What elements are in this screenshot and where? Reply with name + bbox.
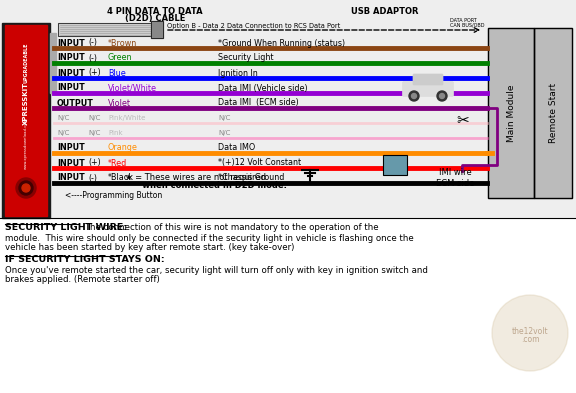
Bar [488,28,534,198]
Bar [0,218,576,393]
Bar [58,23,153,36]
Text: INPUT: INPUT [57,53,85,62]
Text: Orange: Orange [108,143,138,152]
Text: ✂: ✂ [457,114,469,129]
Text: <----Programming Button: <----Programming Button [65,191,162,200]
Text: INPUT: INPUT [57,143,85,152]
Bar [534,28,572,198]
Text: SECURITY LIGHT WIRE:: SECURITY LIGHT WIRE: [5,223,127,232]
Text: USB ADAPTOR: USB ADAPTOR [351,7,419,15]
Text: (D2D) CABLE: (D2D) CABLE [125,13,185,22]
Text: Violet: Violet [108,99,131,108]
Text: UPGRADEABLE: UPGRADEABLE [24,43,28,83]
Text: ★ = These wires are not required: ★ = These wires are not required [125,173,266,182]
Text: Data IMO: Data IMO [218,143,255,152]
Text: Green: Green [108,53,132,62]
Text: N/C: N/C [218,130,230,136]
Circle shape [439,94,445,99]
Text: *Brown: *Brown [108,39,137,48]
Circle shape [19,181,33,195]
Text: N/C: N/C [88,115,100,121]
Circle shape [16,178,36,198]
Text: Data IMI  (ECM side): Data IMI (ECM side) [218,99,299,108]
FancyBboxPatch shape [413,74,443,85]
Bar [0,0,576,218]
Text: module.  This wire should only be connected if the security light in vehicle is : module. This wire should only be connect… [5,234,414,243]
Text: OUTPUT: OUTPUT [57,99,94,108]
Text: XPRESSKIT: XPRESSKIT [23,81,29,125]
Text: Violet/White: Violet/White [108,83,157,92]
Text: IMI wire
ECM side: IMI wire ECM side [436,168,474,188]
Text: (+): (+) [88,68,101,77]
Text: Ignition In: Ignition In [218,68,257,77]
Text: .com: .com [521,334,539,343]
Circle shape [411,94,416,99]
Text: IF SECURITY LIGHT STAYS ON:: IF SECURITY LIGHT STAYS ON: [5,255,165,264]
Text: Data IMI (Vehicle side): Data IMI (Vehicle side) [218,83,308,92]
Bar [50,33,56,93]
Text: *Black: *Black [108,173,134,182]
Text: *Red: *Red [108,158,127,167]
Text: N/C: N/C [57,130,69,136]
Text: (-): (-) [88,173,97,182]
Text: when connected in D2D mode.: when connected in D2D mode. [125,180,287,189]
Text: *Ground When Running (status): *Ground When Running (status) [218,39,345,48]
Text: DATA PORT: DATA PORT [450,18,477,22]
Text: N/C: N/C [88,130,100,136]
Bar [58,23,153,36]
Bar [534,28,572,198]
Text: *(+)12 Volt Constant: *(+)12 Volt Constant [218,158,301,167]
Text: (-): (-) [88,39,97,48]
Text: N/C: N/C [57,115,69,121]
Text: Option B - Data 2 Data Connection to RCS Data Port: Option B - Data 2 Data Connection to RCS… [167,23,340,29]
Text: www.xpressdownload.com: www.xpressdownload.com [24,117,28,169]
Text: Pink: Pink [108,130,123,136]
Circle shape [409,91,419,101]
Text: the12volt: the12volt [511,327,548,336]
Text: vehicle has been started by key after remote start. (key take-over): vehicle has been started by key after re… [5,243,294,252]
Bar [383,155,407,175]
Text: Pink/White: Pink/White [108,115,145,121]
Text: Security Light: Security Light [218,53,274,62]
Text: Remote Start: Remote Start [548,83,558,143]
Text: Main Module: Main Module [506,84,516,142]
Bar [151,21,163,38]
Text: 4 PIN DATA TO DATA: 4 PIN DATA TO DATA [107,7,203,15]
Text: INPUT: INPUT [57,83,85,92]
Text: Once you've remote started the car, security light will turn off only with key i: Once you've remote started the car, secu… [5,266,428,275]
Text: +12VDC: +12VDC [383,160,407,165]
Bar [5,25,47,216]
Text: (-): (-) [88,53,97,62]
Circle shape [492,295,568,371]
Text: *Chassis Ground: *Chassis Ground [218,173,285,182]
Bar [488,28,534,198]
Text: Blue: Blue [108,68,126,77]
Text: INPUT: INPUT [57,68,85,77]
Circle shape [437,91,447,101]
Text: INPUT: INPUT [57,39,85,48]
Text: INPUT: INPUT [57,173,85,182]
Text: (+): (+) [88,158,101,167]
Bar [2,23,50,218]
Text: INPUT: INPUT [57,158,85,167]
Circle shape [22,184,30,192]
Text: N/C: N/C [218,115,230,121]
Text: brakes applied. (Remote starter off): brakes applied. (Remote starter off) [5,275,160,284]
FancyBboxPatch shape [403,81,453,97]
Bar [151,21,163,38]
Bar [383,155,407,175]
Text: CAN BUS/OBD: CAN BUS/OBD [450,22,484,28]
Text: The connection of this wire is not mandatory to the operation of the: The connection of this wire is not manda… [82,223,378,232]
